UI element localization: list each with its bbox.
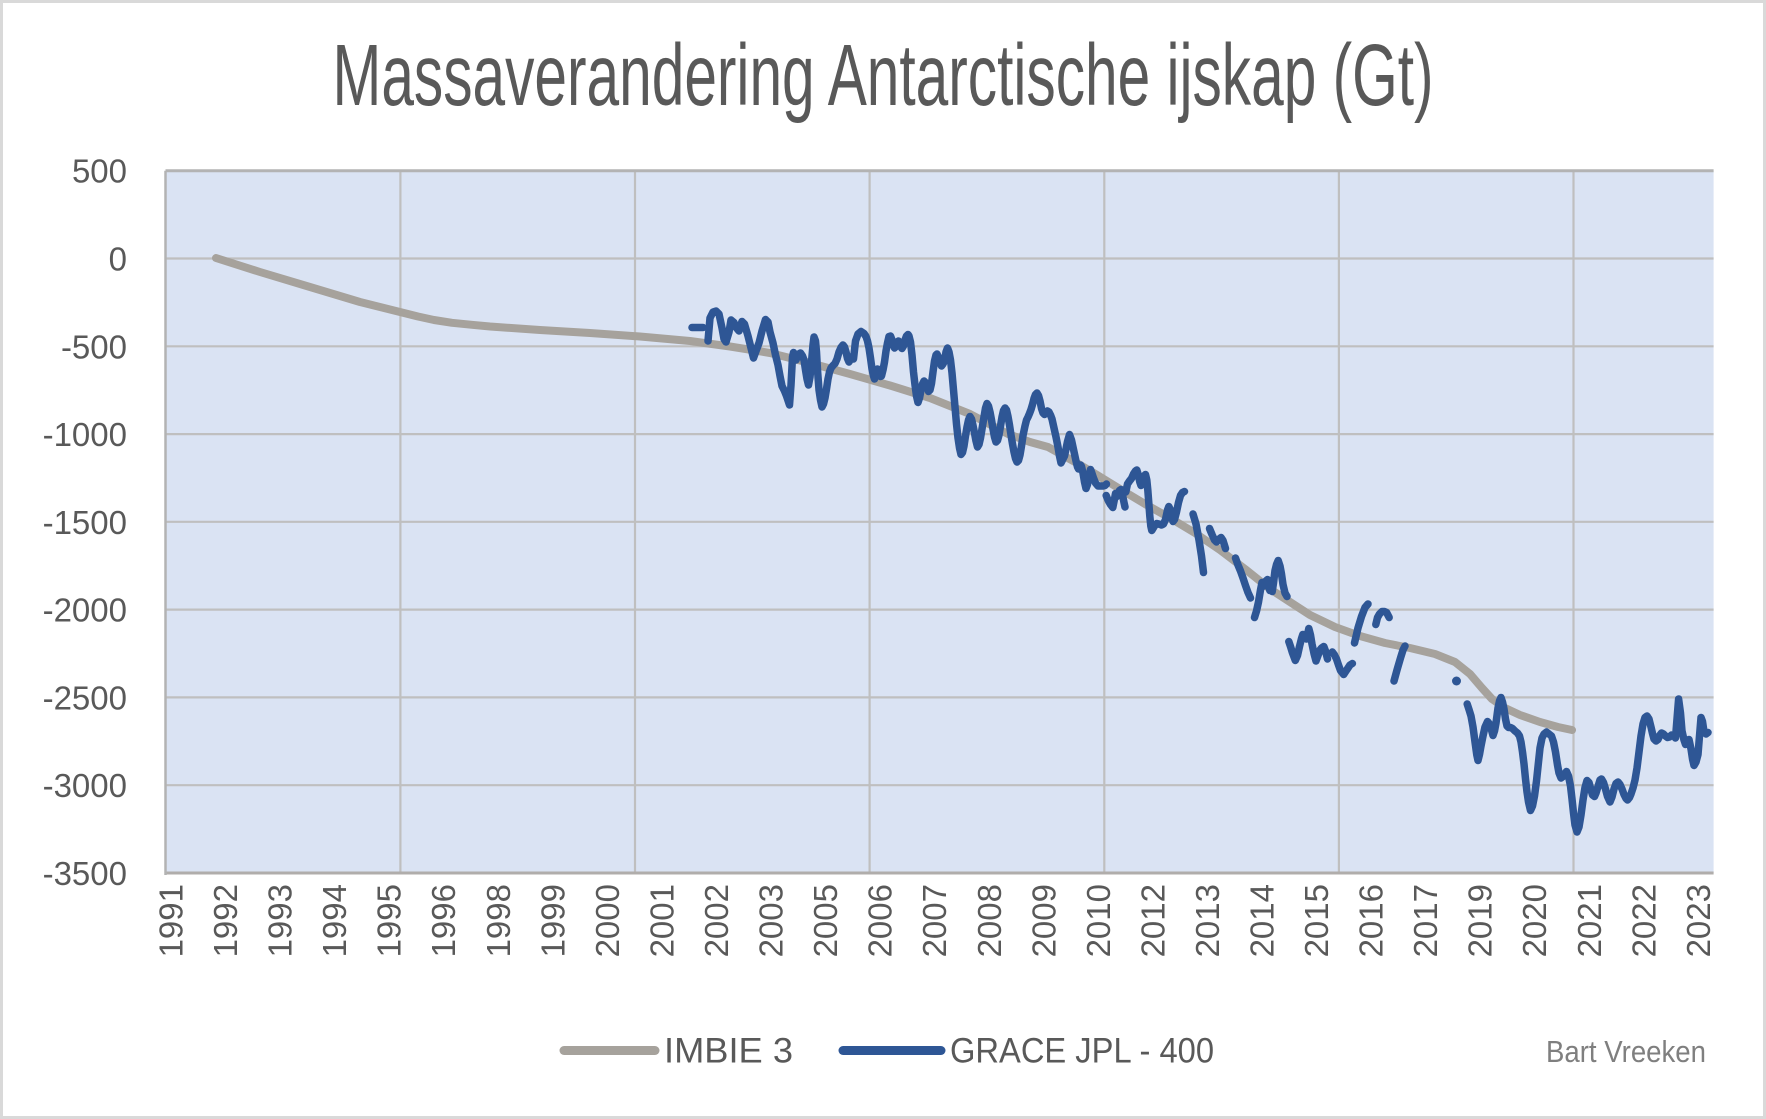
svg-text:2005: 2005 <box>807 884 844 957</box>
svg-text:2015: 2015 <box>1298 884 1335 957</box>
svg-text:-500: -500 <box>61 328 127 365</box>
svg-text:2014: 2014 <box>1244 884 1281 957</box>
svg-text:1996: 1996 <box>425 884 462 957</box>
svg-text:-2000: -2000 <box>43 592 127 629</box>
svg-text:0: 0 <box>109 241 127 278</box>
svg-text:2021: 2021 <box>1571 884 1608 957</box>
svg-text:GRACE JPL - 400: GRACE JPL - 400 <box>950 1032 1214 1071</box>
svg-text:2000: 2000 <box>589 884 626 957</box>
svg-text:1999: 1999 <box>534 884 571 957</box>
svg-text:2006: 2006 <box>862 884 899 957</box>
svg-text:1991: 1991 <box>153 884 190 957</box>
svg-text:2022: 2022 <box>1625 884 1662 957</box>
svg-text:IMBIE 3: IMBIE 3 <box>664 1032 793 1071</box>
svg-text:2007: 2007 <box>916 884 953 957</box>
svg-text:2013: 2013 <box>1189 884 1226 957</box>
svg-text:2003: 2003 <box>753 884 790 957</box>
svg-text:2002: 2002 <box>698 884 735 957</box>
svg-text:-1500: -1500 <box>43 504 127 541</box>
svg-text:1998: 1998 <box>480 884 517 957</box>
svg-text:2017: 2017 <box>1407 884 1444 957</box>
svg-text:1994: 1994 <box>316 884 353 957</box>
svg-text:-3000: -3000 <box>43 767 127 804</box>
svg-text:2008: 2008 <box>971 884 1008 957</box>
svg-text:2023: 2023 <box>1680 884 1717 957</box>
svg-text:1992: 1992 <box>207 884 244 957</box>
svg-text:2016: 2016 <box>1353 884 1390 957</box>
svg-text:1993: 1993 <box>262 884 299 957</box>
svg-text:2012: 2012 <box>1134 884 1171 957</box>
svg-text:-2500: -2500 <box>43 679 127 716</box>
svg-text:500: 500 <box>72 153 127 190</box>
svg-text:Bart Vreeken: Bart Vreeken <box>1546 1035 1706 1069</box>
svg-text:2019: 2019 <box>1462 884 1499 957</box>
svg-text:-3500: -3500 <box>43 855 127 892</box>
svg-text:2009: 2009 <box>1025 884 1062 957</box>
svg-text:-1000: -1000 <box>43 416 127 453</box>
svg-text:2001: 2001 <box>644 884 681 957</box>
svg-text:2020: 2020 <box>1516 884 1553 957</box>
svg-text:1995: 1995 <box>371 884 408 957</box>
svg-text:2010: 2010 <box>1080 884 1117 957</box>
svg-text:Massaverandering Antarctische: Massaverandering Antarctische ijskap (Gt… <box>333 27 1434 124</box>
